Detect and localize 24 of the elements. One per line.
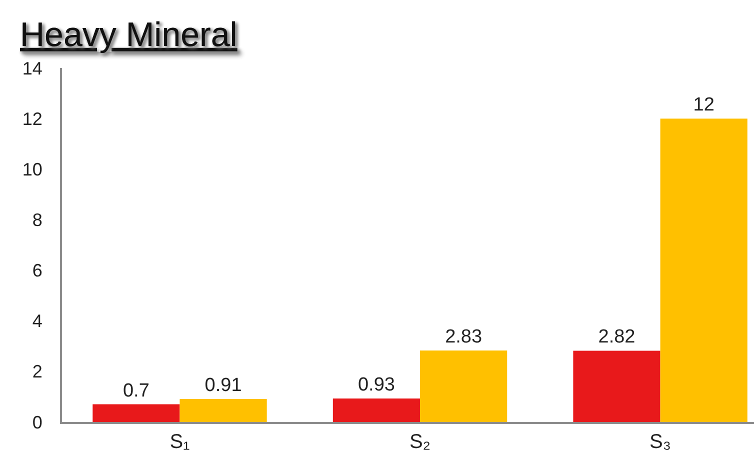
y-tick-label: 0 [32,412,42,432]
data-label: 2.82 [598,326,636,348]
y-tick-label: 8 [32,210,42,230]
bar [420,350,508,422]
bar [573,350,660,422]
data-label: 0.7 [122,380,150,402]
data-label: 12 [693,94,714,116]
y-tick-label: 6 [32,260,42,281]
x-tick-label: S₂ [409,431,431,453]
y-tick-label: 4 [32,311,42,332]
bar [180,398,267,422]
y-tick-label: 12 [22,108,42,129]
chart-title: Heavy Mineral [20,16,238,54]
data-label: 0.93 [358,374,395,396]
data-label: 0.91 [204,374,242,396]
x-tick-label: S₃ [650,431,672,453]
y-tick-label: 10 [22,159,42,180]
bar [92,404,180,422]
y-tick-label: 14 [22,58,42,78]
data-label: 2.83 [445,326,482,348]
bar [660,118,748,422]
bar [332,398,420,422]
x-tick-label: S₁ [170,431,190,453]
y-tick-label: 2 [32,362,42,382]
